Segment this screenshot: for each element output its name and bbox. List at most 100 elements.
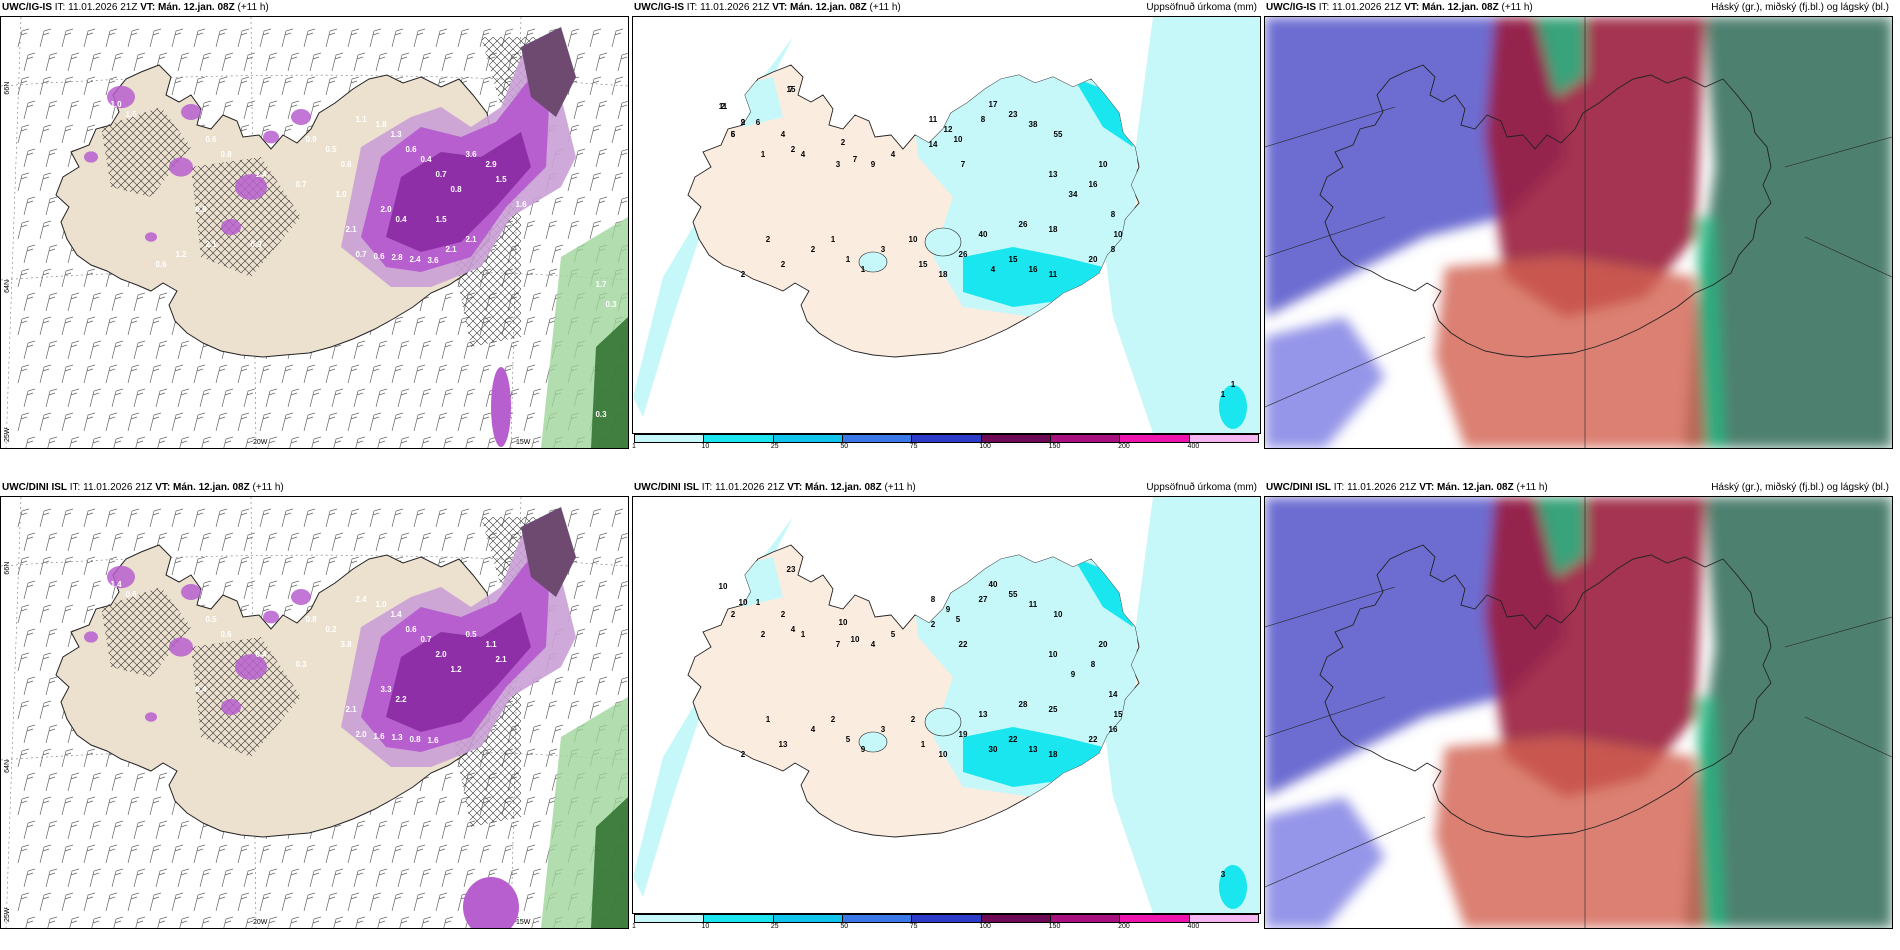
legend-swatch xyxy=(981,915,1051,922)
value-label: 11 xyxy=(1029,600,1038,609)
value-label: 1.4 xyxy=(110,580,122,589)
map-canvas: 1.01.50.60.80.81.40.70.90.50.61.11.81.30… xyxy=(1,17,628,448)
wind-barb xyxy=(149,412,162,432)
wind-barb xyxy=(39,268,52,288)
wind-barb xyxy=(545,220,558,240)
value-label: 5 xyxy=(731,130,736,139)
value-label: 0.6 xyxy=(205,135,217,144)
low-cloud xyxy=(1265,317,1385,448)
precip-blob xyxy=(169,637,193,657)
wind-barb xyxy=(215,508,228,528)
wind-barb xyxy=(237,556,250,576)
wind-barb xyxy=(391,316,404,336)
value-label: 4 xyxy=(791,625,796,634)
wind-barb xyxy=(83,844,96,864)
panel-dini-accumulated-precip: UWC/DINI ISL IT: 11.01.2026 21Z VT: Mán.… xyxy=(632,480,1261,930)
wind-barb xyxy=(67,340,80,360)
lon-label-15w: 15W xyxy=(516,439,531,446)
wind-barb xyxy=(259,364,272,384)
legend-tick-label: 25 xyxy=(770,923,779,930)
wind-barb xyxy=(419,532,432,552)
panel-header: UWC/DINI ISL IT: 11.01.2026 21Z VT: Mán.… xyxy=(632,480,1261,496)
value-label: 40 xyxy=(979,230,988,239)
hatched-area xyxy=(101,587,191,677)
wind-barb xyxy=(17,748,30,768)
value-label: 11 xyxy=(719,102,728,111)
wind-barb xyxy=(23,292,36,312)
wind-barb xyxy=(61,124,74,144)
hatched-area xyxy=(191,157,301,277)
wind-barb xyxy=(333,436,344,448)
value-label: 1.2 xyxy=(175,250,187,259)
value-label: 13 xyxy=(779,740,788,749)
wind-barb xyxy=(39,844,52,864)
value-label: 1 xyxy=(801,630,806,639)
wind-barb xyxy=(413,844,426,864)
wind-barb xyxy=(223,916,234,928)
wind-barb xyxy=(265,532,278,552)
wind-barb xyxy=(17,76,30,96)
panel-header: UWC/IG-IS IT: 11.01.2026 21Z VT: Mán. 12… xyxy=(1264,0,1893,16)
wind-barb xyxy=(303,412,316,432)
wind-barb xyxy=(391,796,404,816)
wind-barb xyxy=(105,556,118,576)
value-label: 17 xyxy=(989,100,998,109)
wind-barb xyxy=(567,508,580,528)
wind-barb xyxy=(375,820,388,840)
value-label: 23 xyxy=(1009,110,1018,119)
value-label: 7 xyxy=(789,85,794,94)
value-label: 0.5 xyxy=(205,615,217,624)
value-label: 15 xyxy=(919,260,928,269)
wind-barb xyxy=(375,532,388,552)
value-label: 2.0 xyxy=(355,730,367,739)
value-label: 1.6 xyxy=(373,732,385,741)
wind-barb xyxy=(287,868,300,888)
wind-barb xyxy=(611,604,624,624)
wind-barb xyxy=(281,76,294,96)
precip-light xyxy=(1103,497,1260,913)
value-label: 7 xyxy=(961,160,966,169)
value-label: 1.5 xyxy=(435,215,447,224)
wind-barb xyxy=(545,700,558,720)
wind-barb xyxy=(595,100,608,120)
wind-barb xyxy=(67,772,80,792)
value-label: 0.6 xyxy=(125,590,137,599)
wind-barb xyxy=(611,28,624,48)
wind-barb xyxy=(397,388,410,408)
wind-barb xyxy=(237,76,250,96)
wind-barb xyxy=(39,700,52,720)
legend-tick-label: 50 xyxy=(840,443,849,450)
value-label: 0.6 xyxy=(405,145,417,154)
value-label: 4 xyxy=(871,640,876,649)
wind-barb xyxy=(441,820,454,840)
wind-barb xyxy=(67,580,80,600)
lat-label-64n: 64N xyxy=(4,280,11,293)
value-label: 16 xyxy=(1029,265,1038,274)
wind-barb xyxy=(287,580,300,600)
wind-barb xyxy=(61,796,74,816)
value-label: 27 xyxy=(979,595,988,604)
wind-barb xyxy=(155,340,168,360)
lead-time: (+11 h) xyxy=(1516,482,1548,493)
wind-barb xyxy=(589,172,602,192)
value-label: 2 xyxy=(721,102,726,111)
wind-barb xyxy=(17,652,30,672)
valid-time-value: Mán. 12.jan. 08Z xyxy=(1422,2,1499,13)
value-label: 23 xyxy=(787,565,796,574)
wind-barb xyxy=(325,508,338,528)
value-label: 2.4 xyxy=(409,255,421,264)
wind-barb xyxy=(25,436,36,448)
valid-time-label: VT: xyxy=(1419,482,1435,493)
precip-blob xyxy=(263,130,279,144)
legend-tick-label: 50 xyxy=(840,923,849,930)
init-time-label: IT: xyxy=(54,2,66,13)
wind-barb xyxy=(259,76,272,96)
wind-barb xyxy=(397,868,410,888)
value-label: 4 xyxy=(781,130,786,139)
wind-barb xyxy=(177,868,190,888)
wind-barb xyxy=(45,580,58,600)
lead-time: (+11 h) xyxy=(252,482,284,493)
wind-barb xyxy=(45,772,58,792)
value-label: 11 xyxy=(1049,270,1058,279)
value-label: 2 xyxy=(761,630,766,639)
